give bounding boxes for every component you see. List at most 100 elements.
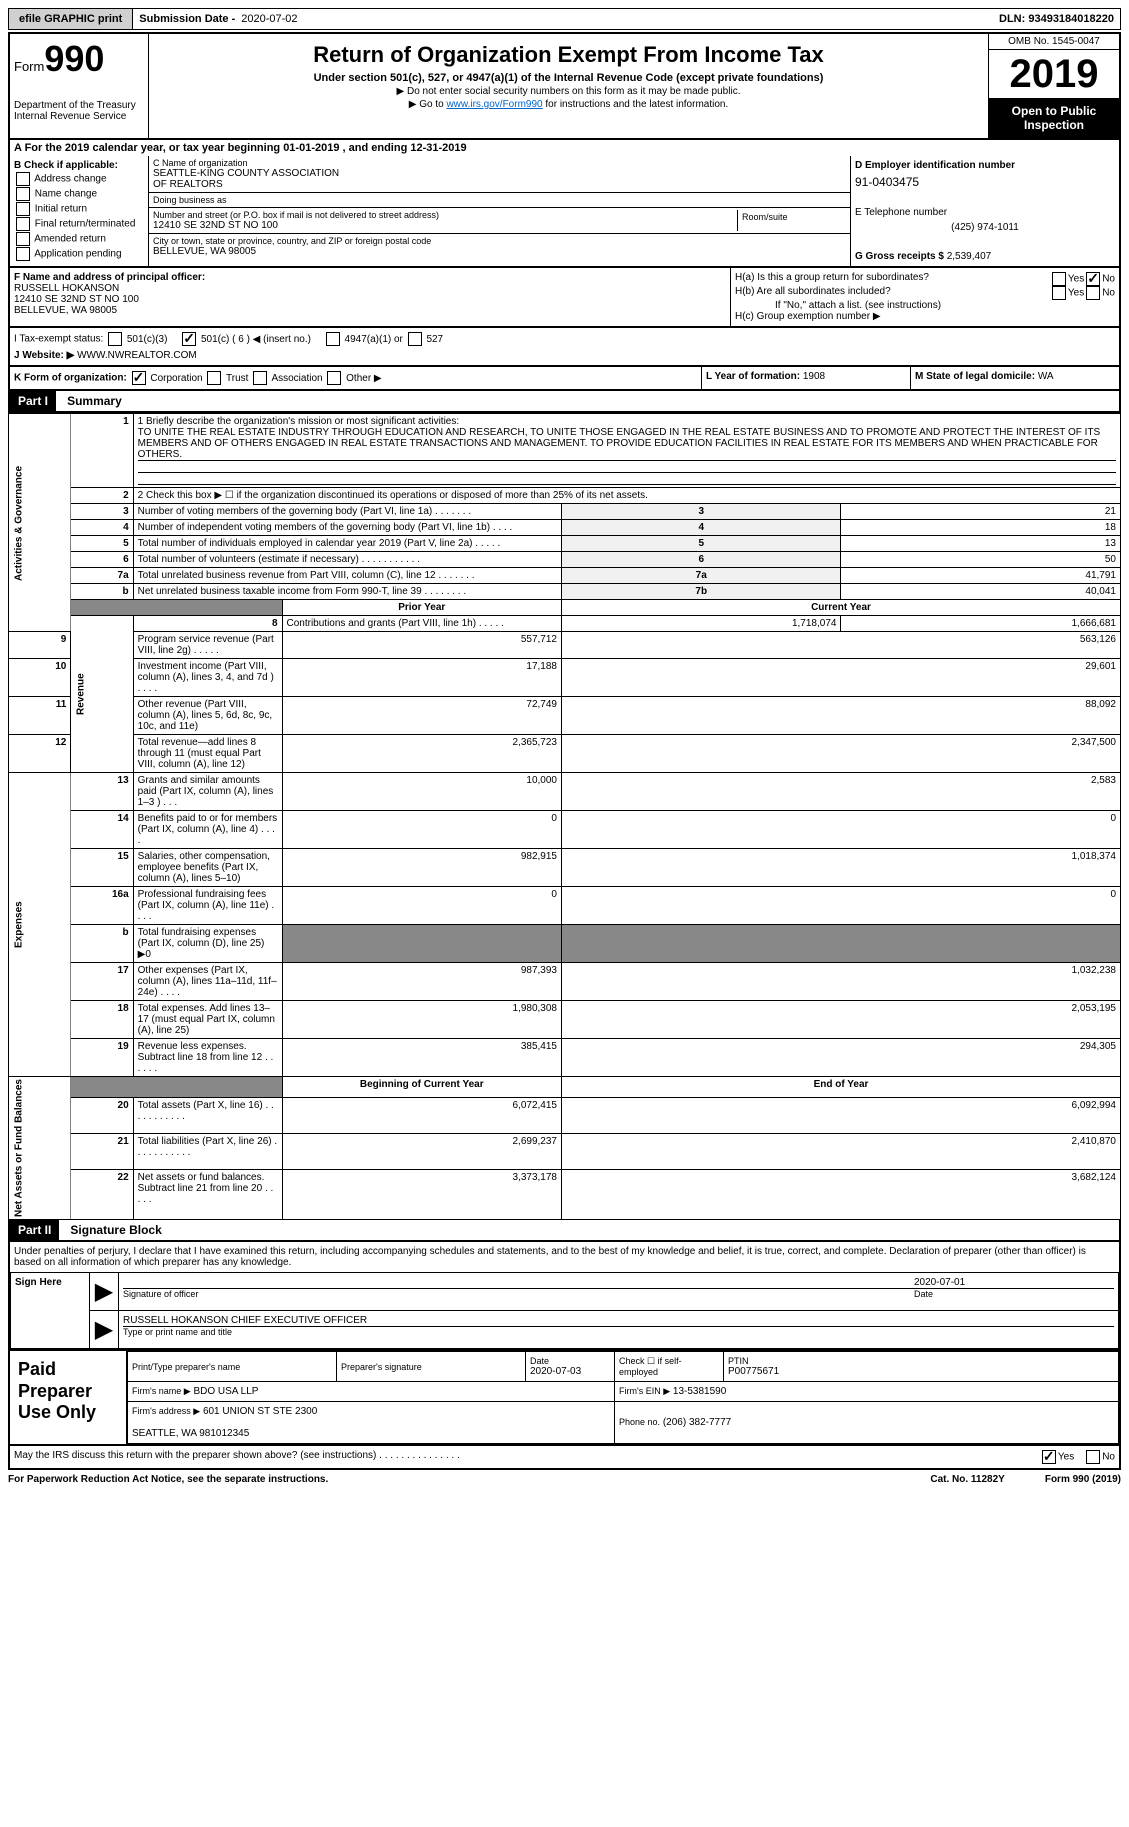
ein: 91-0403475 xyxy=(855,175,1115,189)
py-19: 385,415 xyxy=(282,1039,561,1077)
side-revenue: Revenue xyxy=(71,616,133,773)
link-line: ▶ Go to www.irs.gov/Form990 for instruct… xyxy=(153,99,984,110)
department: Department of the Treasury Internal Reve… xyxy=(14,100,144,122)
omb-number: OMB No. 1545-0047 xyxy=(989,34,1119,50)
cy-11: 88,092 xyxy=(561,697,1120,735)
section-ij: I Tax-exempt status: 501(c)(3) 501(c) ( … xyxy=(8,328,1121,367)
firm-ein: 13-5381590 xyxy=(673,1386,726,1397)
hb-yes[interactable]: Yes xyxy=(1050,286,1084,300)
val-7b: 40,041 xyxy=(841,584,1121,600)
header-bar: efile GRAPHIC print Submission Date - 20… xyxy=(8,8,1121,30)
paid-preparer-label: Paid Preparer Use Only xyxy=(10,1351,126,1444)
val-7a: 41,791 xyxy=(841,568,1121,584)
cy-16a: 0 xyxy=(561,887,1120,925)
check-other[interactable]: Other ▶ xyxy=(325,373,381,384)
py-11: 72,749 xyxy=(282,697,561,735)
ptin: P00775671 xyxy=(728,1366,1114,1377)
summary-table: Activities & Governance 1 1 Briefly desc… xyxy=(8,413,1121,1220)
part2-title: Signature Block xyxy=(62,1220,169,1240)
open-to-public: Open to Public Inspection xyxy=(989,98,1119,138)
cy-12: 2,347,500 xyxy=(561,735,1120,773)
side-net-assets: Net Assets or Fund Balances xyxy=(9,1077,71,1220)
may-yes[interactable]: Yes xyxy=(1040,1450,1074,1464)
org-name: SEATTLE-KING COUNTY ASSOCIATION OF REALT… xyxy=(153,168,846,190)
room-suite: Room/suite xyxy=(737,210,846,231)
sign-here-label: Sign Here xyxy=(11,1273,90,1349)
officer-name: RUSSELL HOKANSON xyxy=(14,283,726,294)
py-12: 2,365,723 xyxy=(282,735,561,773)
check-self-employed[interactable]: Check ☐ if self-employed xyxy=(615,1352,724,1382)
py-9: 557,712 xyxy=(282,632,561,659)
ha-yes[interactable]: Yes xyxy=(1050,272,1084,286)
efile-print-button[interactable]: efile GRAPHIC print xyxy=(9,9,133,29)
paid-preparer-block: Paid Preparer Use Only Print/Type prepar… xyxy=(8,1351,1121,1446)
telephone: (425) 974-1011 xyxy=(855,222,1115,233)
gross-receipts: 2,539,407 xyxy=(947,251,992,262)
py-14: 0 xyxy=(282,811,561,849)
may-irs-discuss: May the IRS discuss this return with the… xyxy=(8,1446,1121,1470)
mission-text: TO UNITE THE REAL ESTATE INDUSTRY THROUG… xyxy=(138,427,1116,461)
check-final-return[interactable]: Final return/terminated xyxy=(14,217,144,231)
may-no[interactable]: No xyxy=(1084,1450,1115,1464)
eoy-20: 6,092,994 xyxy=(561,1098,1120,1134)
cy-17: 1,032,238 xyxy=(561,963,1120,1001)
check-corp[interactable]: Corporation xyxy=(130,373,203,384)
check-name-change[interactable]: Name change xyxy=(14,187,144,201)
submission-date: 2020-07-02 xyxy=(241,13,297,25)
check-501c[interactable]: 501(c) ( 6 ) ◀ (insert no.) xyxy=(180,334,311,345)
cy-18: 2,053,195 xyxy=(561,1001,1120,1039)
cy-8: 1,666,681 xyxy=(841,616,1121,632)
py-17: 987,393 xyxy=(282,963,561,1001)
val-3: 21 xyxy=(841,504,1121,520)
check-pending[interactable]: Application pending xyxy=(14,247,144,261)
py-16b xyxy=(282,925,561,963)
check-527[interactable]: 527 xyxy=(406,334,443,345)
cy-16b xyxy=(561,925,1120,963)
signature-block: Under penalties of perjury, I declare th… xyxy=(8,1242,1121,1351)
section-fh: F Name and address of principal officer:… xyxy=(8,268,1121,328)
side-expenses: Expenses xyxy=(9,773,71,1077)
officer-addr1: 12410 SE 32ND ST NO 100 xyxy=(14,294,726,305)
boy-22: 3,373,178 xyxy=(282,1169,561,1219)
side-activities-governance: Activities & Governance xyxy=(9,414,71,632)
form-number: Form990 xyxy=(14,38,144,80)
preparer-date: 2020-07-03 xyxy=(530,1366,610,1377)
page-footer: For Paperwork Reduction Act Notice, see … xyxy=(8,1470,1121,1489)
firm-phone: (206) 382-7777 xyxy=(663,1417,731,1428)
section-deg: D Employer identification number 91-0403… xyxy=(851,156,1119,266)
part1-header: Part I xyxy=(10,391,56,411)
val-4: 18 xyxy=(841,520,1121,536)
check-amended[interactable]: Amended return xyxy=(14,232,144,246)
check-address-change[interactable]: Address change xyxy=(14,172,144,186)
check-trust[interactable]: Trust xyxy=(205,373,248,384)
irs-link[interactable]: www.irs.gov/Form990 xyxy=(446,99,542,110)
boy-20: 6,072,415 xyxy=(282,1098,561,1134)
hb-no[interactable]: No xyxy=(1084,286,1115,300)
sig-date: 2020-07-01 xyxy=(914,1277,1114,1289)
declaration: Under penalties of perjury, I declare th… xyxy=(10,1242,1119,1272)
tax-year: 2019 xyxy=(989,50,1119,98)
check-4947[interactable]: 4947(a)(1) or xyxy=(324,334,403,345)
py-13: 10,000 xyxy=(282,773,561,811)
officer-name-title: RUSSELL HOKANSON CHIEF EXECUTIVE OFFICER xyxy=(123,1315,1114,1327)
check-initial-return[interactable]: Initial return xyxy=(14,202,144,216)
py-15: 982,915 xyxy=(282,849,561,887)
check-assoc[interactable]: Association xyxy=(251,373,322,384)
form-footer: Form 990 (2019) xyxy=(1045,1474,1121,1485)
eoy-22: 3,682,124 xyxy=(561,1169,1120,1219)
cy-10: 29,601 xyxy=(561,659,1120,697)
state-domicile: WA xyxy=(1038,371,1054,382)
py-10: 17,188 xyxy=(282,659,561,697)
py-8: 1,718,074 xyxy=(561,616,840,632)
identity-block: B Check if applicable: Address change Na… xyxy=(8,156,1121,268)
year-formation: 1908 xyxy=(803,371,825,382)
check-501c3[interactable]: 501(c)(3) xyxy=(106,334,167,345)
submission-date-label: Submission Date - xyxy=(133,13,241,25)
py-18: 1,980,308 xyxy=(282,1001,561,1039)
ssn-notice: ▶ Do not enter social security numbers o… xyxy=(153,86,984,97)
section-c: C Name of organizationSEATTLE-KING COUNT… xyxy=(148,156,851,266)
boy-21: 2,699,237 xyxy=(282,1133,561,1169)
officer-addr2: BELLEVUE, WA 98005 xyxy=(14,305,726,316)
py-16a: 0 xyxy=(282,887,561,925)
ha-no[interactable]: No xyxy=(1084,272,1115,286)
